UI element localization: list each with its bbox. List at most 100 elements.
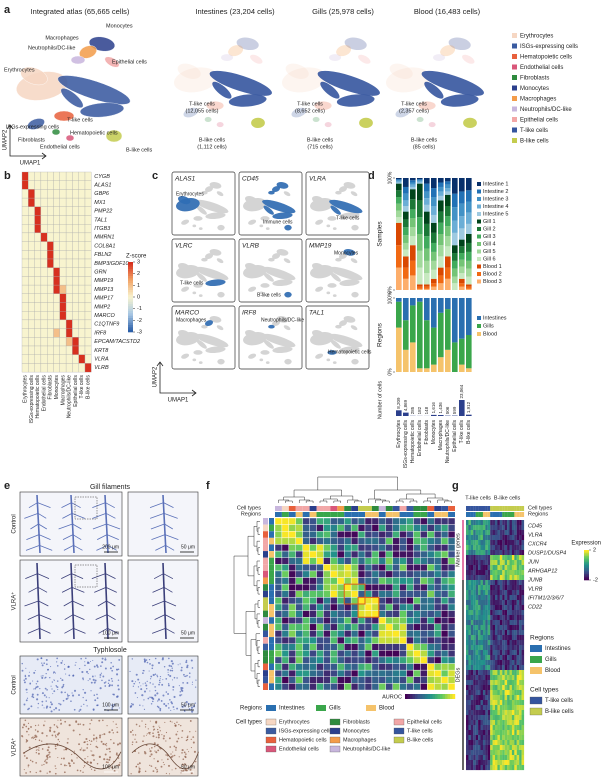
heatmap-cell — [492, 615, 496, 621]
annotation-cell — [466, 506, 469, 511]
gene-label: MMP2 — [94, 304, 110, 310]
nucleus — [161, 734, 163, 736]
legend-label: Gill 3 — [483, 234, 496, 240]
nucleus — [144, 770, 147, 773]
heatmap-cell — [490, 705, 493, 711]
heatmap-cell — [466, 685, 469, 691]
heatmap-cell — [511, 565, 515, 571]
gene-label: VLRB — [242, 243, 260, 250]
stacked-bar — [438, 298, 444, 313]
heatmap-cell — [516, 565, 520, 571]
nucleus — [86, 747, 89, 749]
heatmap-cell — [274, 517, 283, 525]
y-tick-label: 100% — [387, 171, 393, 184]
heatmap-cell — [519, 655, 522, 661]
nucleus — [107, 761, 109, 764]
heatmap-cell — [427, 557, 435, 565]
heatmap-cell — [482, 560, 486, 566]
nucleus — [99, 736, 101, 739]
umap-cluster — [212, 81, 232, 99]
heatmap-cell — [511, 705, 515, 711]
nucleus — [185, 659, 188, 662]
dendrogram — [333, 500, 342, 503]
heatmap-cell — [447, 636, 456, 644]
heatmap-cell — [84, 337, 92, 347]
heatmap-cell — [511, 655, 515, 661]
annotation-cell — [475, 512, 479, 517]
stacked-bar — [396, 327, 402, 372]
heatmap-cell — [516, 650, 520, 656]
heatmap-cell — [497, 755, 500, 761]
stacked-bar — [466, 276, 472, 285]
heatmap-cell — [281, 583, 290, 591]
nucleus — [62, 685, 65, 687]
legend-swatch — [265, 745, 277, 753]
heatmap-cell — [519, 715, 522, 721]
heatmap-cell — [468, 680, 471, 686]
annotation-cell — [269, 537, 274, 545]
nucleus — [186, 764, 188, 766]
heatmap-cell — [487, 725, 491, 731]
heatmap-cell — [466, 705, 469, 711]
heatmap-cell — [492, 530, 496, 536]
heatmap-cell — [468, 560, 471, 566]
legend-label: T-like cells — [520, 128, 548, 134]
umap-cluster — [228, 45, 244, 57]
tissue-stroke — [58, 523, 82, 530]
heatmap-cell — [371, 564, 380, 572]
heatmap-cell — [485, 530, 488, 536]
nucleus — [145, 659, 148, 661]
heatmap-cell — [482, 600, 486, 606]
heatmap-cell — [514, 740, 517, 746]
heatmap-cell — [495, 725, 498, 731]
heatmap-cell — [511, 680, 515, 686]
dendrogram — [253, 565, 257, 587]
colorbar-step — [128, 266, 133, 270]
heatmap-cell — [495, 545, 498, 551]
heatmap-cell — [509, 590, 513, 596]
heatmap-cell — [519, 645, 522, 651]
heatmap-cell — [502, 645, 505, 651]
colorbar-step — [584, 557, 589, 560]
umap-background — [268, 257, 275, 262]
heatmap-cell — [420, 650, 428, 658]
nucleus — [191, 681, 194, 683]
nucleus — [50, 666, 52, 668]
x-tick-label: Macrophages — [60, 375, 66, 406]
nucleus — [143, 658, 146, 661]
heatmap-cell — [330, 630, 338, 638]
annotation-cell — [507, 512, 510, 517]
legend-label: Intestine 3 — [483, 196, 508, 202]
heatmap-cell — [502, 685, 505, 691]
heatmap-cell — [21, 293, 29, 303]
umap-background — [351, 224, 359, 231]
nucleus — [78, 710, 80, 712]
heatmap-cell — [516, 705, 520, 711]
heatmap-cell — [466, 535, 469, 541]
umap-background — [245, 329, 258, 339]
nucleus — [64, 691, 66, 694]
heatmap-cell — [519, 650, 522, 656]
heatmap-cell — [478, 550, 481, 556]
colorbar-step — [128, 299, 133, 302]
heatmap-cell — [487, 595, 491, 601]
heatmap-cell — [447, 650, 456, 658]
nucleus — [172, 755, 174, 757]
heatmap-cell — [357, 564, 366, 572]
heatmap-cell — [78, 258, 86, 268]
heatmap-cell — [482, 580, 486, 586]
heatmap-cell — [470, 680, 474, 686]
nucleus — [36, 730, 39, 733]
value-label: 1,912 — [466, 401, 471, 413]
colorbar-step — [452, 694, 456, 699]
heatmap-cell — [466, 575, 469, 581]
heatmap-cell — [487, 615, 491, 621]
nucleus — [35, 686, 38, 689]
umap-expression — [327, 350, 337, 355]
heatmap-cell — [482, 705, 486, 711]
nucleus — [84, 757, 86, 760]
heatmap-cell — [447, 676, 456, 684]
heatmap-cell — [487, 605, 491, 611]
gene-label: GBP6 — [94, 191, 110, 197]
heatmap-cell — [281, 531, 290, 539]
